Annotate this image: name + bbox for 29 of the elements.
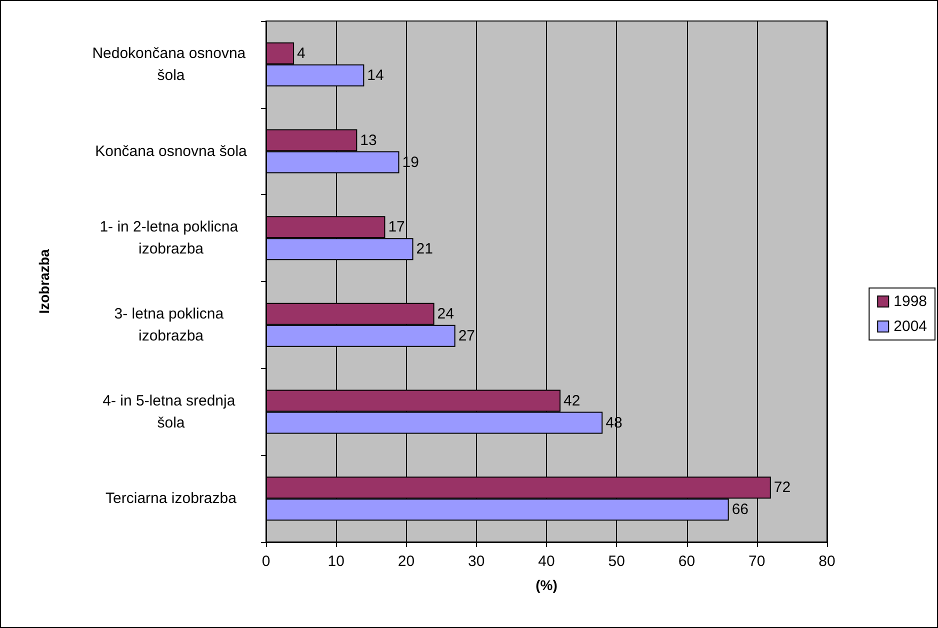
x-tick-label: 80 [818,553,836,570]
x-axis-title: (%) [536,577,558,593]
data-label: 21 [416,240,433,258]
y-tick-label: 3- letna poklicna izobrazba [114,305,228,344]
data-label: 72 [774,479,791,496]
data-label: 14 [367,66,384,84]
x-tick-label: 30 [468,553,485,570]
data-label: 27 [458,327,476,344]
y-tick-label: Končana osnovna šola [95,142,248,160]
y-tick-label: Terciarna izobrazba [106,490,238,508]
x-tick-label: 20 [398,553,415,570]
legend-label: 1998 [894,293,928,310]
y-tick-label: 4- in 5-letna srednja šola [102,392,240,432]
data-label: 13 [360,132,377,149]
x-tick-label: 70 [748,553,766,570]
x-tick-label: 0 [262,553,270,570]
data-label: 4 [297,44,306,62]
data-label: 24 [437,305,454,322]
x-tick-label: 60 [678,553,696,570]
data-label: 66 [732,501,749,518]
x-tick-label: 40 [538,553,555,570]
y-tick-label: 1- in 2-letna poklicna izobrazba [100,218,242,258]
legend-label: 2004 [894,318,928,335]
y-tick-label: Nedokončana osnovna šola [92,44,250,84]
x-tick-label: 50 [608,553,625,570]
x-tick-label: 10 [328,553,344,570]
data-label: 42 [564,392,580,410]
data-label: 17 [388,218,405,236]
y-axis-title: Izobrazba [36,249,52,314]
